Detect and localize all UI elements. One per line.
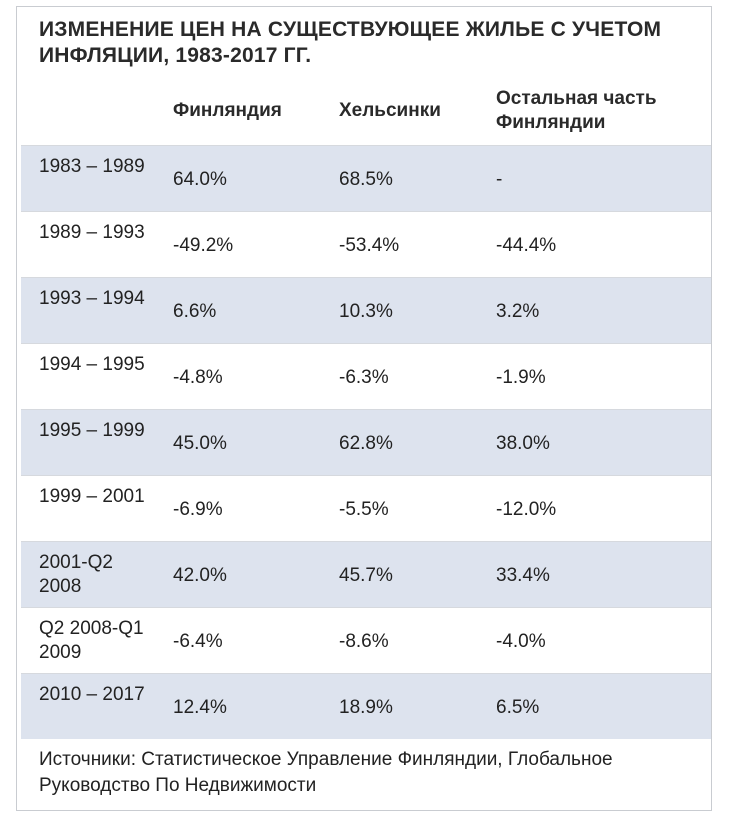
helsinki-cell: 45.7% <box>339 565 393 586</box>
rest-of-finland-cell: - <box>496 169 503 190</box>
helsinki-cell: 62.8% <box>339 433 393 454</box>
table-container: ИЗМЕНЕНИЕ ЦЕН НА СУЩЕСТВУЮЩЕЕ ЖИЛЬЕ С УЧ… <box>16 6 712 811</box>
header-rest-of-finland: Остальная часть Финляндии <box>496 88 657 133</box>
finland-cell: 12.4% <box>173 697 227 718</box>
table-header-row: Финляндия Хельсинки Остальная часть Финл… <box>17 81 711 145</box>
finland-cell: 45.0% <box>173 433 227 454</box>
period-cell: 1989 – 1993 <box>39 222 145 243</box>
period-cell: 2010 – 2017 <box>39 684 145 705</box>
finland-cell: 6.6% <box>173 301 217 322</box>
finland-cell: -49.2% <box>173 235 234 256</box>
rest-of-finland-cell: 33.4% <box>496 565 550 586</box>
finland-cell: -4.8% <box>173 367 223 388</box>
table-title: ИЗМЕНЕНИЕ ЦЕН НА СУЩЕСТВУЮЩЕЕ ЖИЛЬЕ С УЧ… <box>39 18 662 67</box>
table-row: 1995 – 1999 45.0% 62.8% 38.0% <box>21 409 711 475</box>
rest-of-finland-cell: 38.0% <box>496 433 550 454</box>
period-cell: 1993 – 1994 <box>39 288 145 309</box>
table-row: 1983 – 1989 64.0% 68.5% - <box>21 145 711 211</box>
rest-of-finland-cell: 3.2% <box>496 301 540 322</box>
table-row: 1993 – 1994 6.6% 10.3% 3.2% <box>21 277 711 343</box>
header-finland: Финляндия <box>173 100 282 121</box>
table-row: 2010 – 2017 12.4% 18.9% 6.5% <box>21 673 711 739</box>
helsinki-cell: -53.4% <box>339 235 400 256</box>
period-cell: Q2 2008-Q1 2009 <box>39 618 144 663</box>
table-row: Q2 2008-Q1 2009 -6.4% -8.6% -4.0% <box>21 607 711 673</box>
period-cell: 1999 – 2001 <box>39 486 145 507</box>
finland-cell: -6.4% <box>173 631 223 652</box>
table-body: 1983 – 1989 64.0% 68.5% - 1989 – 1993 -49.2% -… <box>21 145 711 739</box>
header-helsinki: Хельсинки <box>339 100 441 121</box>
period-cell: 2001-Q2 2008 <box>39 552 113 597</box>
table-row: 1989 – 1993 -49.2% -53.4% -44.4% <box>21 211 711 277</box>
finland-cell: -6.9% <box>173 499 223 520</box>
rest-of-finland-cell: -4.0% <box>496 631 546 652</box>
period-cell: 1994 – 1995 <box>39 354 145 375</box>
rest-of-finland-cell: -44.4% <box>496 235 557 256</box>
helsinki-cell: 18.9% <box>339 697 393 718</box>
finland-cell: 64.0% <box>173 169 227 190</box>
helsinki-cell: 10.3% <box>339 301 393 322</box>
period-cell: 1995 – 1999 <box>39 420 145 441</box>
source-note: Источники: Статистическое Управление Фин… <box>39 749 613 796</box>
period-cell: 1983 – 1989 <box>39 156 145 177</box>
helsinki-cell: -6.3% <box>339 367 389 388</box>
table-row: 1994 – 1995 -4.8% -6.3% -1.9% <box>21 343 711 409</box>
rest-of-finland-cell: 6.5% <box>496 697 540 718</box>
table-row: 1999 – 2001 -6.9% -5.5% -12.0% <box>21 475 711 541</box>
helsinki-cell: -5.5% <box>339 499 389 520</box>
rest-of-finland-cell: -1.9% <box>496 367 546 388</box>
table-row: 2001-Q2 2008 42.0% 45.7% 33.4% <box>21 541 711 607</box>
rest-of-finland-cell: -12.0% <box>496 499 557 520</box>
helsinki-cell: 68.5% <box>339 169 393 190</box>
finland-cell: 42.0% <box>173 565 227 586</box>
helsinki-cell: -8.6% <box>339 631 389 652</box>
